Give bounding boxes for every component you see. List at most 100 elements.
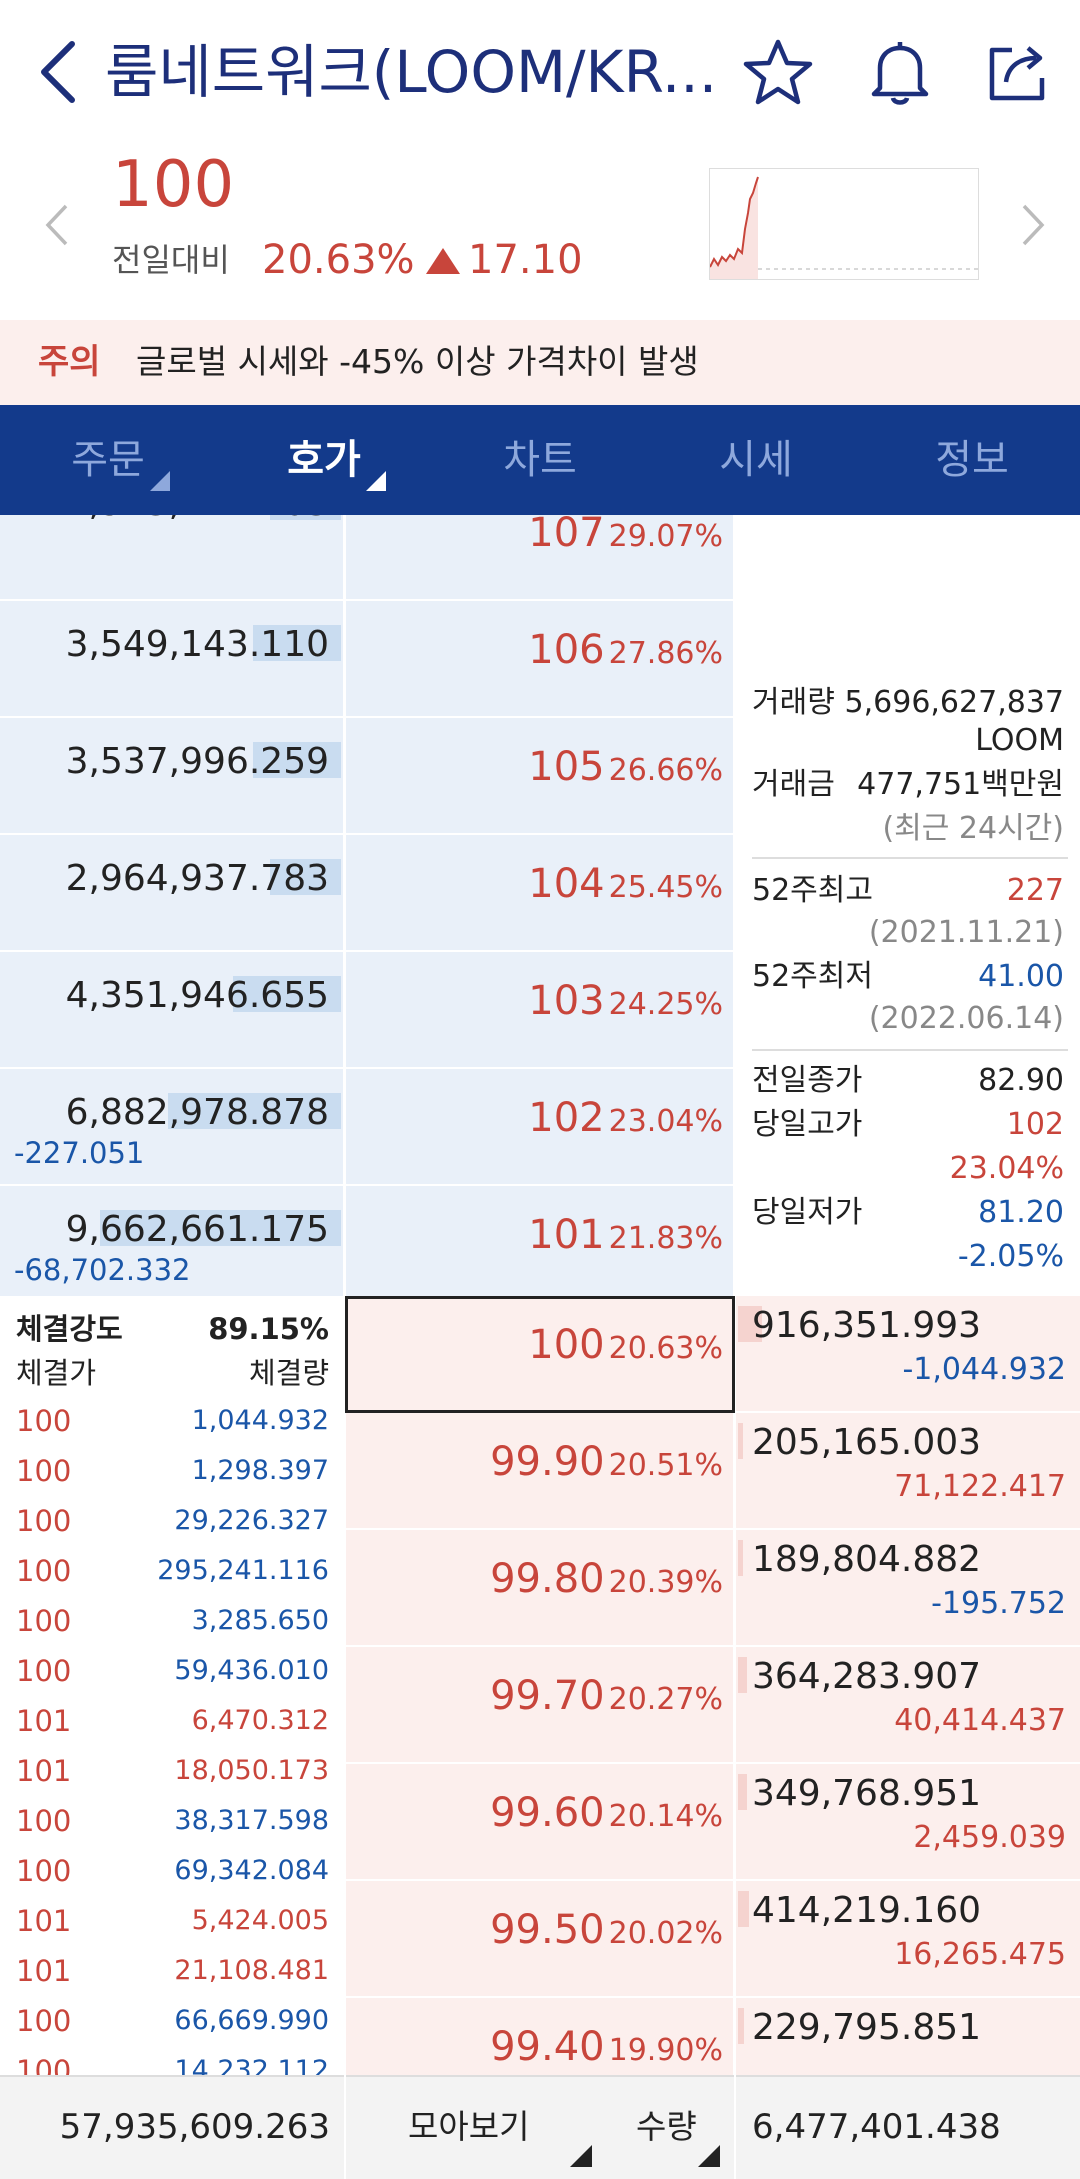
ask-price-cell[interactable]: 105 26.66% xyxy=(346,718,733,833)
tab-bar: 주문 호가 차트 시세 정보 xyxy=(0,405,1080,515)
bid-volume-bar xyxy=(738,2008,744,2044)
bid-change: -195.752 xyxy=(931,1586,1066,1621)
bid-volume: 189,804.882 xyxy=(752,1539,982,1580)
day-low-label: 당일저가 xyxy=(752,1195,863,1230)
share-icon[interactable] xyxy=(982,36,1054,108)
ask-price: 102 xyxy=(528,1095,605,1141)
bid-price-cell[interactable]: 99.70 20.27% xyxy=(346,1647,733,1762)
tab-info[interactable]: 정보 xyxy=(864,405,1080,515)
trade-volume: 1,044.932 xyxy=(191,1405,329,1436)
tab-market[interactable]: 시세 xyxy=(648,405,864,515)
bid-volume: 349,768.951 xyxy=(752,1773,982,1814)
tab-orderbook-dropdown-icon xyxy=(366,471,386,491)
bid-price: 99.60 xyxy=(490,1790,605,1836)
bid-price-cell[interactable]: 99.40 19.90% xyxy=(346,1998,733,2075)
ask-volume: 2,923,721.203 xyxy=(66,515,329,524)
bid-price-cell[interactable]: 99.60 20.14% xyxy=(346,1764,733,1879)
trade-volume: 38,317.598 xyxy=(174,1805,329,1836)
bid-volume-cell[interactable]: 916,351.993 -1,044.932 xyxy=(736,1296,1080,1411)
bid-price-cell[interactable]: 99.50 20.02% xyxy=(346,1881,733,1996)
strength-value: 89.15% xyxy=(208,1312,329,1346)
strength-label: 체결강도 xyxy=(16,1312,123,1346)
tab-orderbook-label: 호가 xyxy=(287,437,361,483)
ask-volume-cell[interactable]: 3,549,143.110 xyxy=(0,601,343,716)
quantity-toggle-button[interactable]: 수량 xyxy=(636,2075,720,2179)
ask-price-cell[interactable]: 107 29.07% xyxy=(346,515,733,599)
recent-trades-panel: 체결강도 89.15% 체결가 체결량 100 1,044.932 100 1,298… xyxy=(0,1296,343,2075)
bid-volume-cell[interactable]: 205,165.003 71,122.417 xyxy=(736,1413,1080,1528)
combine-view-button[interactable]: 모아보기 xyxy=(408,2075,592,2179)
back-icon[interactable] xyxy=(30,32,90,112)
ask-change: -68,702.332 xyxy=(14,1253,191,1287)
bid-volume-bar xyxy=(738,1891,749,1927)
ask-volume-cell[interactable]: 9,662,661.175 -68,702.332 xyxy=(0,1186,343,1301)
ask-volume-cell[interactable]: 2,923,721.203 xyxy=(0,515,343,599)
warning-banner xyxy=(0,320,1080,405)
ask-volume-cell[interactable]: 6,882,978.878 -227.051 xyxy=(0,1069,343,1184)
trade-row: 100 14,232.112 xyxy=(0,2046,343,2075)
ask-volume-bar xyxy=(270,859,341,895)
amount-value: 477,751백만원 xyxy=(857,767,1064,802)
warning-text: 글로벌 시세와 -45% 이상 가격차이 발생 xyxy=(136,342,699,381)
low52-date: (2022.06.14) xyxy=(868,1001,1064,1036)
ask-volume-cell[interactable]: 2,964,937.783 xyxy=(0,835,343,950)
trade-price: 100 xyxy=(16,1554,72,1588)
trade-price: 100 xyxy=(16,1604,72,1638)
tab-chart-label: 차트 xyxy=(503,437,577,483)
ask-volume: 9,662,661.175 xyxy=(65,1209,329,1250)
next-coin-arrow-icon[interactable] xyxy=(1012,200,1052,250)
bid-price-cell[interactable]: 99.90 20.51% xyxy=(346,1413,733,1528)
ask-price-cell[interactable]: 103 24.25% xyxy=(346,952,733,1067)
period-note: (최근 24시간) xyxy=(882,811,1064,846)
bell-icon[interactable] xyxy=(864,36,936,108)
bid-price-cell[interactable]: 99.80 20.39% xyxy=(346,1530,733,1645)
bid-volume-cell[interactable]: 414,219.160 16,265.475 xyxy=(736,1881,1080,1996)
trade-volume: 29,226.327 xyxy=(174,1505,329,1536)
bid-price: 99.40 xyxy=(490,2024,605,2070)
tab-order[interactable]: 주문 xyxy=(0,405,216,515)
ask-price-cell[interactable]: 102 23.04% xyxy=(346,1069,733,1184)
bid-price: 99.80 xyxy=(490,1556,605,1602)
bid-change: 2,459.039 xyxy=(913,1820,1066,1855)
quantity-label: 수량 xyxy=(636,2107,697,2146)
low52-value: 41.00 xyxy=(978,959,1064,994)
ask-price: 101 xyxy=(528,1212,605,1258)
ask-percent: 29.07% xyxy=(608,519,723,554)
bid-volume-cell[interactable]: 364,283.907 40,414.437 xyxy=(736,1647,1080,1762)
trade-volume: 66,669.990 xyxy=(174,2005,329,2036)
mini-price-chart[interactable] xyxy=(709,168,979,280)
market-stats-panel: 거래량 5,696,627,837 LOOM 거래금 477,751백만원 (최… xyxy=(738,515,1080,1295)
ask-price-cell[interactable]: 106 27.86% xyxy=(346,601,733,716)
combine-view-label: 모아보기 xyxy=(408,2107,530,2146)
ask-volume: 4,351,946.655 xyxy=(65,975,329,1016)
trade-price: 100 xyxy=(16,2054,72,2075)
ask-percent: 24.25% xyxy=(608,987,723,1022)
ask-price: 105 xyxy=(528,744,605,790)
bid-volume: 414,219.160 xyxy=(752,1890,982,1931)
ask-total: 57,935,609.263 xyxy=(59,2107,330,2147)
day-low-pct: -2.05% xyxy=(957,1239,1064,1274)
tab-chart[interactable]: 차트 xyxy=(432,405,648,515)
ask-price-cell[interactable]: 104 25.45% xyxy=(346,835,733,950)
bid-price-cell[interactable]: 100 20.63% xyxy=(346,1296,733,1411)
bid-volume-cell[interactable]: 229,795.851 xyxy=(736,1998,1080,2075)
bid-volume-cell[interactable]: 349,768.951 2,459.039 xyxy=(736,1764,1080,1879)
tab-orderbook[interactable]: 호가 xyxy=(216,405,432,515)
tab-info-label: 정보 xyxy=(935,437,1009,483)
ask-volume-cell[interactable]: 4,351,946.655 xyxy=(0,952,343,1067)
trade-price: 100 xyxy=(16,1454,72,1488)
ask-volume-bar xyxy=(270,515,341,520)
divider xyxy=(752,857,1068,859)
prev-coin-arrow-icon[interactable] xyxy=(38,200,78,250)
ask-volume-cell[interactable]: 3,537,996.259 xyxy=(0,718,343,833)
ask-change: -227.051 xyxy=(14,1136,145,1170)
star-icon[interactable] xyxy=(742,36,814,108)
low52-label: 52주최저 xyxy=(752,959,873,994)
ask-volume: 2,964,937.783 xyxy=(65,858,329,899)
trade-row: 100 1,298.397 xyxy=(0,1446,343,1496)
ask-price-cell[interactable]: 101 21.83% xyxy=(346,1186,733,1301)
change-value: 17.10 xyxy=(468,237,583,283)
warning-label: 주의 xyxy=(38,342,101,382)
bid-volume-cell[interactable]: 189,804.882 -195.752 xyxy=(736,1530,1080,1645)
trade-price: 101 xyxy=(16,1954,72,1988)
